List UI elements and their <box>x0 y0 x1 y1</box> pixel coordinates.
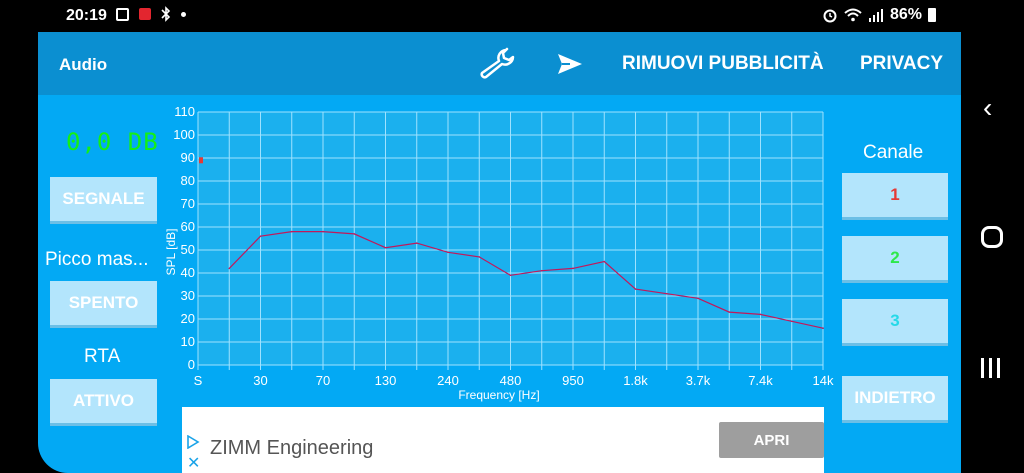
peak-marker <box>199 157 203 164</box>
chart-grid <box>197 111 824 370</box>
y-tick-label: 110 <box>174 104 195 119</box>
channel-3-button[interactable]: 3 <box>842 299 948 346</box>
data-point <box>790 320 793 323</box>
channel-2-label: 2 <box>890 248 900 267</box>
send-icon[interactable] <box>556 51 584 77</box>
data-point <box>290 230 293 233</box>
recents-icon[interactable] <box>981 358 1000 378</box>
y-tick-label: 90 <box>181 150 195 165</box>
ad-open-button[interactable]: APRI <box>719 422 824 458</box>
x-tick-label: 130 <box>375 373 397 388</box>
rta-toggle-button[interactable]: ATTIVO <box>50 379 157 426</box>
channel-3-label: 3 <box>890 311 900 330</box>
x-tick-label: 14k <box>813 373 834 388</box>
x-tick-label: 240 <box>437 373 459 388</box>
data-point <box>259 235 262 237</box>
data-point <box>478 256 481 258</box>
data-point <box>509 274 512 277</box>
app-notification-icon <box>139 8 151 20</box>
data-point <box>447 251 449 254</box>
data-point <box>697 297 699 300</box>
alarm-icon <box>823 9 837 23</box>
channel-2-button[interactable]: 2 <box>842 236 948 283</box>
bluetooth-icon <box>161 6 171 22</box>
ad-banner[interactable]: ✕ ZIMM Engineering APRI <box>182 407 824 473</box>
status-time: 20:19 <box>66 7 107 24</box>
y-tick-label: 20 <box>181 311 195 326</box>
x-tick-labels: S 30 70 130 240 480 950 1.8k 3.7k 7.4k 14k <box>194 373 834 388</box>
y-tick-label: 70 <box>181 196 195 211</box>
spectrum-series <box>199 157 824 329</box>
data-point <box>384 246 387 249</box>
data-point <box>353 233 356 235</box>
data-point <box>759 313 762 316</box>
x-tick-label: 480 <box>500 373 522 388</box>
y-tick-label: 10 <box>181 334 195 349</box>
x-tick-label: S <box>194 373 203 388</box>
data-point <box>822 327 824 329</box>
level-readout: 0,0 DB <box>66 128 159 156</box>
app-title: Audio <box>59 55 108 74</box>
app-bar: Audio RIMUOVI PUBBLICITÀ PRIVACY <box>38 32 961 95</box>
data-point <box>322 230 324 233</box>
back-icon[interactable]: ‹ <box>983 92 993 123</box>
channel-1-button[interactable]: 1 <box>842 173 948 220</box>
ad-choices-icon[interactable] <box>186 435 200 449</box>
signal-icon <box>868 9 883 22</box>
ad-close-icon[interactable]: ✕ <box>187 455 201 472</box>
y-tick-label: 30 <box>181 288 195 303</box>
x-tick-label: 950 <box>562 373 584 388</box>
data-point <box>634 288 637 290</box>
y-tick-label: 80 <box>181 173 195 188</box>
data-point <box>540 269 543 272</box>
rta-label: RTA <box>84 346 121 367</box>
back-button[interactable]: INDIETRO <box>842 376 948 423</box>
data-point <box>415 242 418 244</box>
system-nav-bar: ‹ <box>961 0 1024 473</box>
series-line <box>228 231 824 329</box>
wrench-icon[interactable] <box>476 46 518 80</box>
ad-advertiser: ZIMM Engineering <box>210 437 374 459</box>
remove-ads-button[interactable]: RIMUOVI PUBBLICITÀ <box>622 53 824 74</box>
channel-label: Canale <box>863 142 924 163</box>
status-bar: 20:19 86% <box>0 0 1024 32</box>
y-tick-label: 50 <box>181 242 195 257</box>
x-tick-label: 3.7k <box>686 373 711 388</box>
gallery-icon <box>116 7 129 21</box>
more-notifications-icon <box>181 11 186 17</box>
peak-label: Picco mas... <box>45 249 149 270</box>
data-point <box>665 292 668 295</box>
data-point <box>603 260 606 263</box>
spectrum-chart: 0 10 20 30 40 50 60 70 80 90 100 110 S 30 70 130 240 480… <box>164 104 834 402</box>
y-tick-label: 100 <box>173 127 195 142</box>
y-tick-labels: 0 10 20 30 40 50 60 70 80 90 100 110 <box>173 104 195 372</box>
signal-button[interactable]: SEGNALE <box>50 177 157 224</box>
channel-1-label: 1 <box>890 185 900 204</box>
x-tick-label: 1.8k <box>623 373 648 388</box>
battery-percent: 86% <box>889 6 922 23</box>
y-tick-label: 40 <box>181 265 195 280</box>
app-window: Audio RIMUOVI PUBBLICITÀ PRIVACY 0,0 DB … <box>38 32 961 473</box>
home-icon[interactable] <box>981 226 1003 248</box>
y-axis-label: SPL [dB] <box>164 229 178 276</box>
x-tick-label: 30 <box>253 373 267 388</box>
data-point <box>728 311 731 313</box>
wifi-icon <box>844 8 862 22</box>
battery-icon <box>928 8 936 22</box>
data-point <box>228 267 231 270</box>
y-tick-label: 60 <box>181 219 195 234</box>
privacy-button[interactable]: PRIVACY <box>860 53 944 74</box>
y-tick-label: 0 <box>188 357 195 372</box>
system-icons: 86% <box>822 6 936 24</box>
notification-icons <box>116 6 186 22</box>
peak-toggle-button[interactable]: SPENTO <box>50 281 157 328</box>
x-tick-label: 7.4k <box>748 373 773 388</box>
data-point <box>572 267 574 270</box>
x-tick-label: 70 <box>316 373 330 388</box>
x-axis-label: Frequency [Hz] <box>458 388 539 402</box>
